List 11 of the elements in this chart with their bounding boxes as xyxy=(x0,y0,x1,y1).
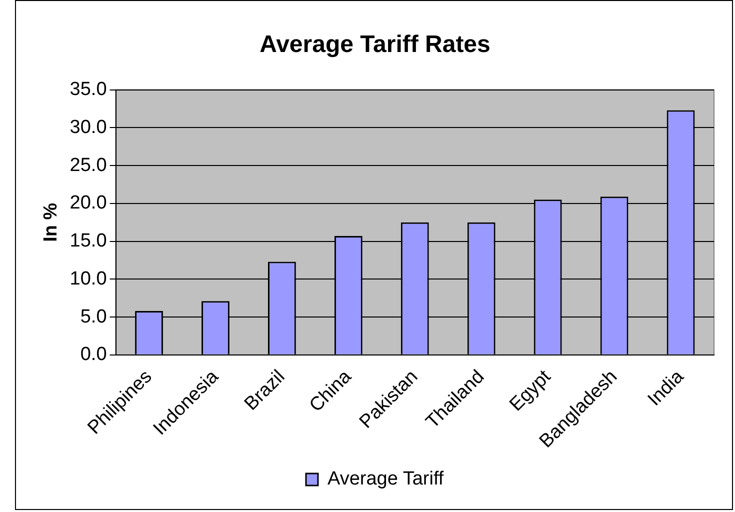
y-tick-label: 0.0 xyxy=(80,344,107,366)
chart-title: Average Tariff Rates xyxy=(260,31,490,58)
y-axis-title: In % xyxy=(40,202,62,242)
y-tick-label: 15.0 xyxy=(70,230,107,252)
y-tick-label: 25.0 xyxy=(70,154,107,176)
y-tick-label: 30.0 xyxy=(70,116,107,138)
legend-label: Average Tariff xyxy=(327,468,444,490)
y-tick-label: 35.0 xyxy=(70,79,107,100)
y-tick-label: 20.0 xyxy=(70,192,107,214)
y-tick-label: 5.0 xyxy=(80,306,107,328)
y-tick-label: 10.0 xyxy=(70,268,107,290)
